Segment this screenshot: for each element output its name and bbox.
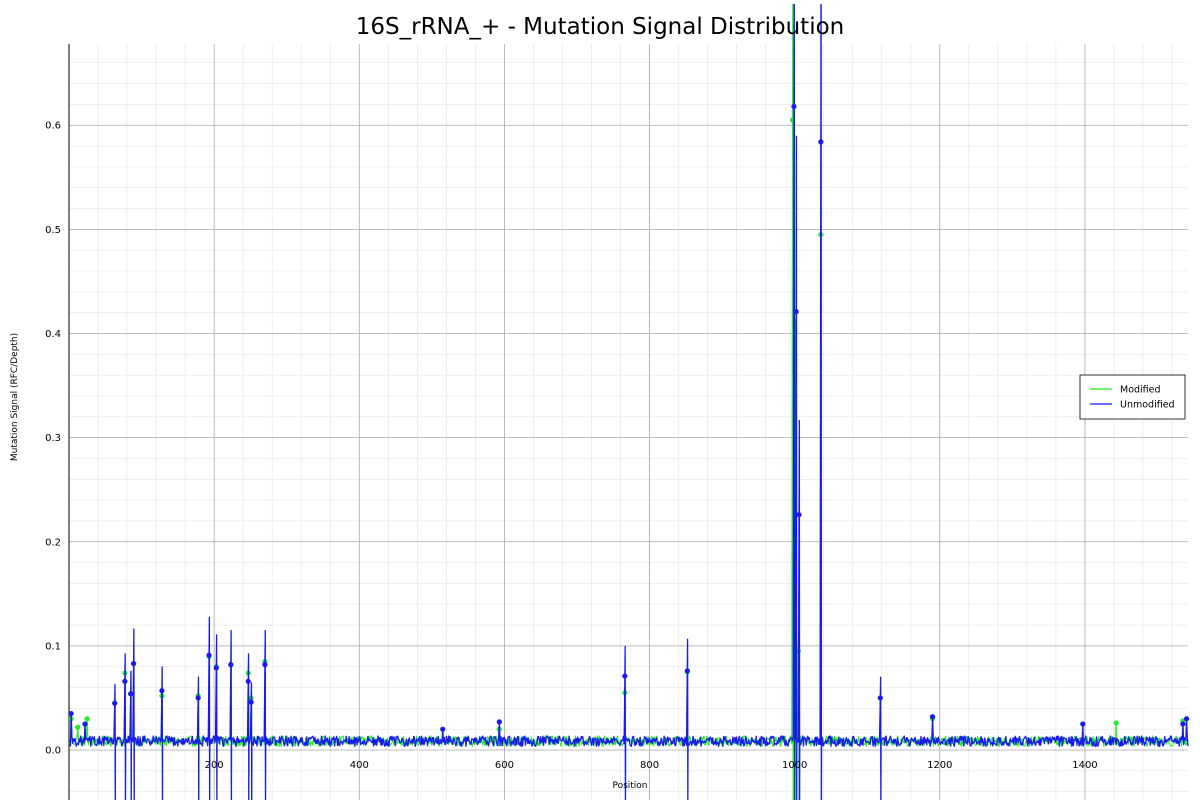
- legend: Modified Unmodified: [1079, 374, 1186, 420]
- plot-area: [69, 4, 1190, 800]
- series-line-unmodified: [69, 4, 1189, 800]
- y-axis-label: Mutation Signal (RFC/Depth): [10, 333, 20, 461]
- data-point-unmodified: [159, 688, 165, 694]
- data-point-unmodified: [796, 512, 802, 518]
- tick-labels: 200 400 600 800 1000 1200 1400 0.0 0.1 0.2 0.3 0.4 0…: [45, 121, 1098, 771]
- y-tick-label: 0.5: [45, 225, 61, 236]
- data-point-unmodified: [622, 673, 628, 679]
- minor-grid: [69, 44, 1188, 800]
- data-point-unmodified: [1183, 716, 1190, 722]
- major-grid: [69, 44, 1188, 800]
- x-axis-label: Position: [612, 781, 647, 791]
- data-point-unmodified: [496, 719, 502, 725]
- data-point-unmodified: [69, 710, 74, 717]
- data-point-unmodified: [929, 714, 936, 720]
- y-tick-label: 0.6: [45, 121, 61, 132]
- x-tick-label: 200: [205, 760, 224, 771]
- data-point-unmodified: [195, 695, 201, 701]
- data-point-unmodified: [130, 660, 137, 667]
- data-point-unmodified: [793, 309, 799, 315]
- data-point-unmodified: [206, 652, 212, 658]
- data-point-unmodified: [440, 726, 446, 732]
- y-tick-label: 0.4: [45, 329, 61, 340]
- data-point-unmodified: [245, 678, 251, 684]
- x-tick-label: 1000: [782, 760, 807, 771]
- data-point-unmodified: [248, 699, 254, 705]
- data-point-modified: [84, 716, 90, 722]
- data-point-unmodified: [213, 665, 219, 671]
- data-point-unmodified: [122, 678, 128, 684]
- data-point-unmodified: [877, 695, 883, 701]
- x-tick-label: 800: [640, 760, 659, 771]
- x-tick-label: 1200: [927, 760, 952, 771]
- x-tick-label: 400: [350, 760, 369, 771]
- data-point-unmodified: [818, 139, 824, 145]
- legend-label-unmodified: Unmodified: [1120, 400, 1175, 411]
- data-point-unmodified: [1180, 721, 1186, 727]
- data-point-unmodified: [128, 691, 134, 697]
- x-tick-label: 1400: [1072, 760, 1097, 771]
- data-point-unmodified: [228, 662, 234, 668]
- y-tick-label: 0.1: [45, 641, 61, 652]
- data-point-modified: [75, 724, 81, 730]
- data-point-unmodified: [684, 668, 690, 674]
- legend-label-modified: Modified: [1120, 385, 1161, 396]
- data-point-unmodified: [1080, 721, 1086, 727]
- y-tick-label: 0.0: [45, 746, 61, 757]
- legend-box: [1079, 374, 1186, 420]
- y-tick-label: 0.2: [45, 537, 61, 548]
- data-point-unmodified: [112, 700, 118, 706]
- data-point-unmodified: [82, 721, 88, 727]
- data-point-unmodified: [791, 103, 797, 110]
- data-point-unmodified: [262, 662, 268, 668]
- series-line-modified: [69, 4, 1189, 800]
- chart-title: 16S_rRNA_+ - Mutation Signal Distributio…: [356, 14, 844, 40]
- y-tick-label: 0.3: [45, 433, 61, 444]
- data-point-modified: [1113, 720, 1119, 726]
- x-tick-label: 600: [495, 760, 514, 771]
